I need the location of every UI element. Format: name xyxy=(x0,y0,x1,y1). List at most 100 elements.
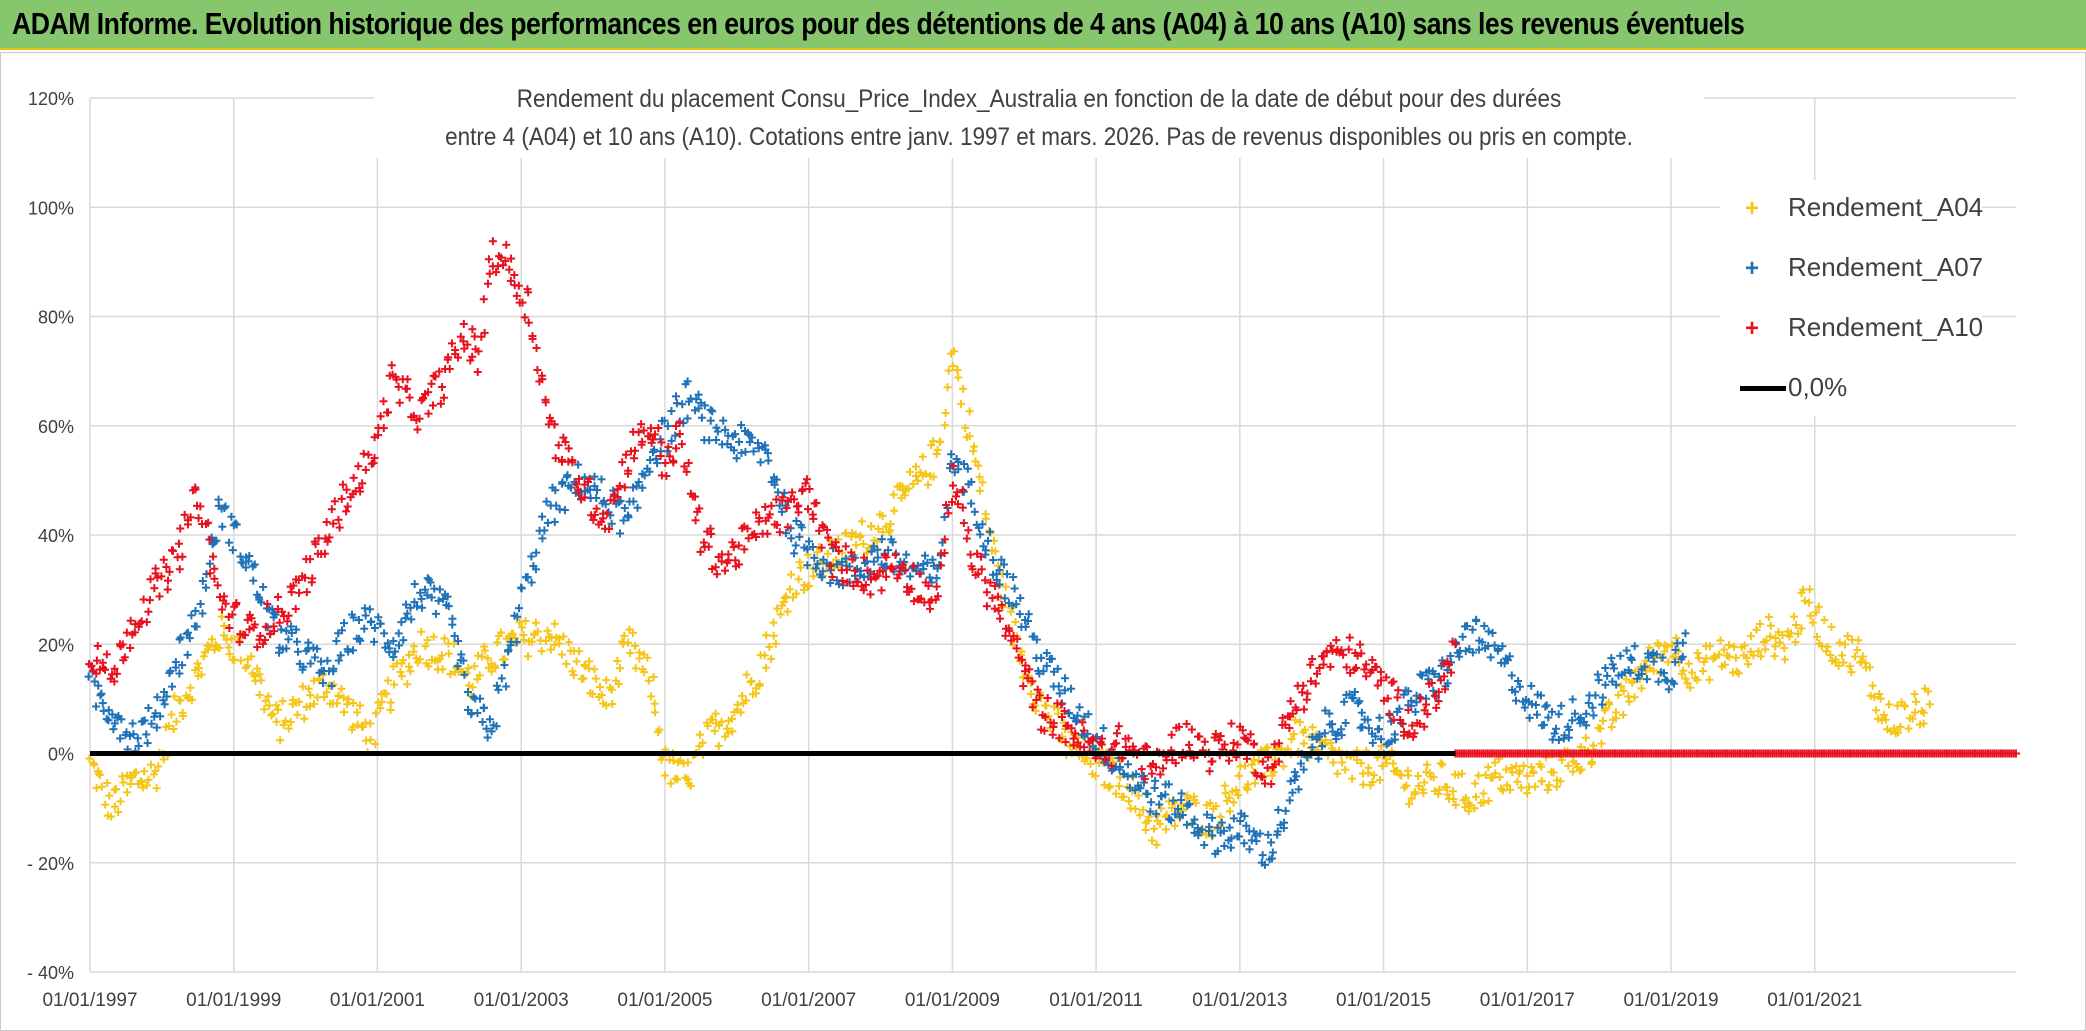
data-point xyxy=(542,497,551,506)
data-point xyxy=(967,499,976,508)
data-point xyxy=(116,734,125,743)
data-point xyxy=(1112,729,1121,738)
data-point xyxy=(349,699,358,708)
data-point xyxy=(220,504,229,513)
data-point xyxy=(909,479,918,488)
data-point xyxy=(1012,600,1021,609)
data-point xyxy=(444,602,453,611)
data-point xyxy=(282,626,291,635)
data-point xyxy=(153,573,162,582)
data-point xyxy=(1740,641,1749,650)
data-point xyxy=(1854,636,1863,645)
data-point xyxy=(607,519,616,528)
data-point xyxy=(1591,691,1600,700)
data-point xyxy=(92,669,101,678)
data-point xyxy=(434,596,443,605)
data-point xyxy=(1229,798,1238,807)
data-point xyxy=(104,716,113,725)
data-point xyxy=(906,467,915,476)
data-point xyxy=(1286,697,1295,706)
data-point xyxy=(1356,640,1365,649)
data-point xyxy=(423,636,432,645)
data-point xyxy=(1630,693,1639,702)
data-point xyxy=(826,561,835,570)
data-point xyxy=(761,502,770,511)
data-point xyxy=(728,538,737,547)
data-point xyxy=(999,560,1008,569)
data-point xyxy=(349,722,358,731)
data-point xyxy=(284,635,293,644)
legend-item-a07: + Rendement_A07 xyxy=(1720,250,1983,290)
data-point xyxy=(409,642,418,651)
data-point xyxy=(2012,749,2020,758)
data-point xyxy=(669,756,678,765)
data-point xyxy=(517,584,526,593)
data-point xyxy=(1287,735,1296,744)
data-point xyxy=(675,418,684,427)
data-point xyxy=(144,703,153,712)
data-point xyxy=(729,543,738,552)
data-point xyxy=(533,627,542,636)
data-point xyxy=(705,436,714,445)
data-point xyxy=(370,623,379,632)
data-point xyxy=(389,653,398,662)
data-point xyxy=(1197,825,1206,834)
data-point xyxy=(340,619,349,628)
data-point xyxy=(167,710,176,719)
data-point xyxy=(1702,654,1711,663)
data-point xyxy=(1308,654,1317,663)
data-point xyxy=(1505,785,1514,794)
data-point xyxy=(584,664,593,673)
data-point xyxy=(1016,594,1025,603)
data-point xyxy=(1457,769,1466,778)
data-point xyxy=(268,709,277,718)
data-point xyxy=(1896,722,1905,731)
data-point xyxy=(1554,710,1563,719)
data-point xyxy=(385,644,394,653)
data-point xyxy=(126,779,135,788)
data-point xyxy=(569,671,578,680)
data-point xyxy=(950,347,959,356)
data-point xyxy=(550,420,559,429)
data-point xyxy=(1720,645,1729,654)
data-point xyxy=(995,580,1004,589)
data-point xyxy=(359,722,368,731)
data-point xyxy=(1021,661,1030,670)
data-point xyxy=(772,475,781,484)
data-point xyxy=(1637,684,1646,693)
data-point xyxy=(87,661,96,670)
data-point xyxy=(165,567,174,576)
data-point xyxy=(643,653,652,662)
data-point xyxy=(543,518,552,527)
data-point xyxy=(245,625,254,634)
data-point xyxy=(1649,666,1658,675)
legend-marker-a07: + xyxy=(1744,255,1759,282)
data-point xyxy=(1847,668,1856,677)
data-point xyxy=(284,724,293,733)
data-point xyxy=(429,401,438,410)
data-point xyxy=(1040,726,1049,735)
data-point xyxy=(502,682,511,691)
data-point xyxy=(1286,777,1295,786)
data-point xyxy=(1598,700,1607,709)
data-point xyxy=(803,561,812,570)
data-point xyxy=(673,775,682,784)
data-point xyxy=(390,680,399,689)
data-point xyxy=(421,642,430,651)
data-point xyxy=(978,478,987,487)
data-point xyxy=(497,628,506,637)
data-point xyxy=(711,709,720,718)
data-point xyxy=(842,565,851,574)
data-point xyxy=(1458,632,1467,641)
data-point xyxy=(852,541,861,550)
data-point xyxy=(172,717,181,726)
data-point xyxy=(255,670,264,679)
data-point xyxy=(1672,634,1681,643)
data-point xyxy=(863,566,872,575)
data-point xyxy=(936,561,945,570)
data-point xyxy=(224,643,233,652)
data-point xyxy=(1212,802,1221,811)
data-point xyxy=(1135,811,1144,820)
data-point xyxy=(538,534,547,543)
